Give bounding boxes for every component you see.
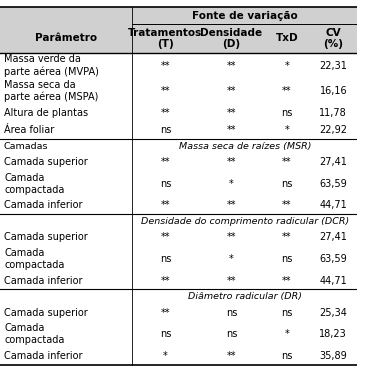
Text: 44,71: 44,71	[319, 201, 347, 211]
Text: ns: ns	[281, 108, 293, 118]
Text: 27,41: 27,41	[319, 232, 347, 243]
Text: 44,71: 44,71	[319, 276, 347, 286]
Text: Fonte de variação: Fonte de variação	[192, 11, 298, 21]
Text: **: **	[161, 201, 170, 211]
Text: **: **	[282, 232, 292, 243]
Text: *: *	[229, 179, 234, 189]
Text: 22,31: 22,31	[319, 61, 347, 71]
Text: Camada superior: Camada superior	[4, 232, 88, 243]
Text: **: **	[282, 276, 292, 286]
Text: **: **	[161, 86, 170, 96]
Text: ns: ns	[160, 329, 171, 339]
Text: 35,89: 35,89	[319, 351, 347, 361]
Text: Camada inferior: Camada inferior	[4, 201, 83, 211]
Text: CV
(%): CV (%)	[323, 28, 343, 49]
Text: Camada
compactada: Camada compactada	[4, 323, 65, 345]
Text: **: **	[161, 61, 170, 71]
Text: ns: ns	[281, 308, 293, 318]
Text: **: **	[227, 351, 236, 361]
Text: *: *	[163, 351, 168, 361]
Text: 22,92: 22,92	[319, 125, 347, 135]
Text: ns: ns	[226, 329, 237, 339]
Text: Altura de plantas: Altura de plantas	[4, 108, 88, 118]
Text: 18,23: 18,23	[319, 329, 347, 339]
Text: Camada
compactada: Camada compactada	[4, 248, 65, 270]
Text: Camada inferior: Camada inferior	[4, 276, 83, 286]
Text: **: **	[161, 276, 170, 286]
Text: 27,41: 27,41	[319, 157, 347, 167]
Text: 63,59: 63,59	[319, 179, 347, 189]
Text: Densidade do comprimento radicular (DCR): Densidade do comprimento radicular (DCR)	[141, 217, 349, 226]
Text: *: *	[285, 329, 289, 339]
Text: Tratamentos
(T): Tratamentos (T)	[128, 28, 203, 49]
Text: **: **	[161, 157, 170, 167]
Text: TxD: TxD	[276, 33, 298, 44]
Text: Massa seca da
parte aérea (MSPA): Massa seca da parte aérea (MSPA)	[4, 80, 99, 102]
Text: Camada superior: Camada superior	[4, 308, 88, 318]
Text: Camada
compactada: Camada compactada	[4, 173, 65, 195]
Text: **: **	[161, 232, 170, 243]
Text: ns: ns	[160, 179, 171, 189]
Text: **: **	[282, 157, 292, 167]
Text: **: **	[227, 232, 236, 243]
Text: **: **	[227, 61, 236, 71]
Text: 25,34: 25,34	[319, 308, 347, 318]
Text: ns: ns	[281, 351, 293, 361]
Text: ns: ns	[226, 308, 237, 318]
Text: **: **	[282, 201, 292, 211]
Text: **: **	[227, 157, 236, 167]
Text: 16,16: 16,16	[319, 86, 347, 96]
Text: Densidade
(D): Densidade (D)	[200, 28, 263, 49]
Text: **: **	[227, 86, 236, 96]
Text: 63,59: 63,59	[319, 254, 347, 264]
Text: **: **	[282, 86, 292, 96]
Text: Camada inferior: Camada inferior	[4, 351, 83, 361]
Text: **: **	[227, 276, 236, 286]
Text: Camadas: Camadas	[4, 142, 48, 151]
Text: Camada superior: Camada superior	[4, 157, 88, 167]
Text: ns: ns	[160, 254, 171, 264]
Text: Massa seca de raízes (MSR): Massa seca de raízes (MSR)	[178, 142, 311, 151]
Text: **: **	[161, 108, 170, 118]
Text: **: **	[227, 108, 236, 118]
Text: **: **	[227, 125, 236, 135]
Text: *: *	[285, 125, 289, 135]
Text: Diâmetro radicular (DR): Diâmetro radicular (DR)	[188, 292, 302, 301]
Text: **: **	[227, 201, 236, 211]
Text: Massa verde da
parte aérea (MVPA): Massa verde da parte aérea (MVPA)	[4, 54, 99, 77]
Text: **: **	[161, 308, 170, 318]
Text: Parâmetro: Parâmetro	[35, 33, 97, 44]
Text: *: *	[229, 254, 234, 264]
Text: Área foliar: Área foliar	[4, 125, 55, 135]
Text: ns: ns	[281, 179, 293, 189]
Text: ns: ns	[160, 125, 171, 135]
Text: ns: ns	[281, 254, 293, 264]
Text: *: *	[285, 61, 289, 71]
Text: 11,78: 11,78	[319, 108, 347, 118]
Bar	[0, 7, 357, 53]
